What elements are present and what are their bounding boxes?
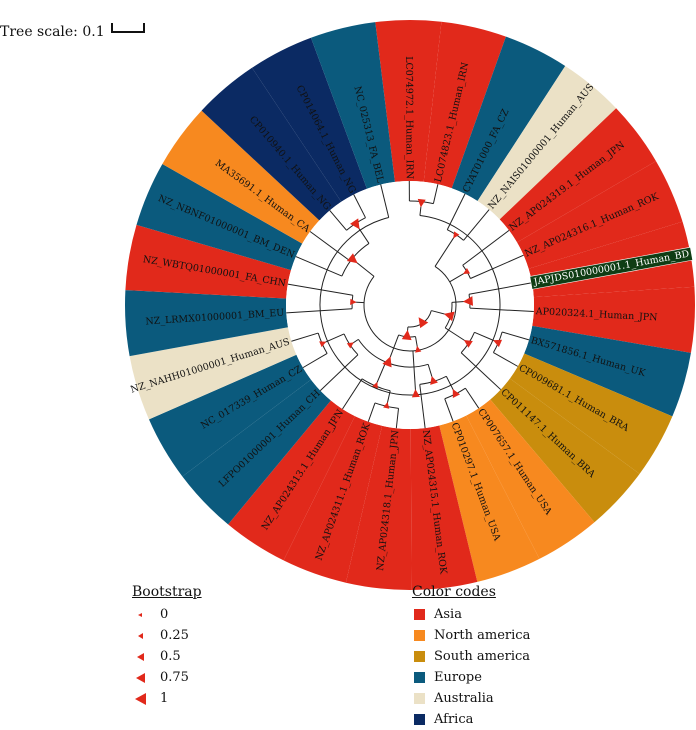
bootstrap-legend-item: 0.75 (132, 667, 202, 688)
color-codes-legend: Color codes Asia North america South ame… (412, 584, 530, 730)
color-swatch (414, 672, 425, 683)
color-swatch (414, 651, 425, 662)
color-legend-item: Asia (412, 604, 530, 625)
color-swatch (414, 630, 425, 641)
inner-disc (286, 181, 534, 429)
color-swatch (414, 693, 425, 704)
scale-bar (111, 23, 145, 33)
color-swatch (414, 714, 425, 725)
color-codes-legend-title: Color codes (412, 584, 530, 600)
bootstrap-legend-item: 1 (132, 688, 202, 709)
bootstrap-legend-item: 0.25 (132, 625, 202, 646)
bootstrap-legend: Bootstrap 0 0.25 0.5 0.75 1 (132, 584, 202, 709)
bootstrap-triangle-icon (132, 671, 150, 685)
color-legend-item: Europe (412, 667, 530, 688)
tree-scale: Tree scale: 0.1 (0, 24, 145, 40)
bootstrap-legend-item: 0.5 (132, 646, 202, 667)
bootstrap-triangle-icon (132, 650, 150, 664)
leaf-label: LC074972.1_Human_IRN (403, 56, 415, 179)
color-legend-item: South america (412, 646, 530, 667)
color-legend-item: Africa (412, 709, 530, 730)
color-legend-item: North america (412, 625, 530, 646)
color-legend-item: Australia (412, 688, 530, 709)
tree-scale-label: Tree scale: 0.1 (0, 24, 105, 40)
bootstrap-legend-title: Bootstrap (132, 584, 202, 600)
bootstrap-triangle-icon (132, 608, 150, 622)
bootstrap-triangle-icon (132, 629, 150, 643)
bootstrap-legend-item: 0 (132, 604, 202, 625)
color-swatch (414, 609, 425, 620)
bootstrap-triangle-icon (132, 692, 150, 706)
